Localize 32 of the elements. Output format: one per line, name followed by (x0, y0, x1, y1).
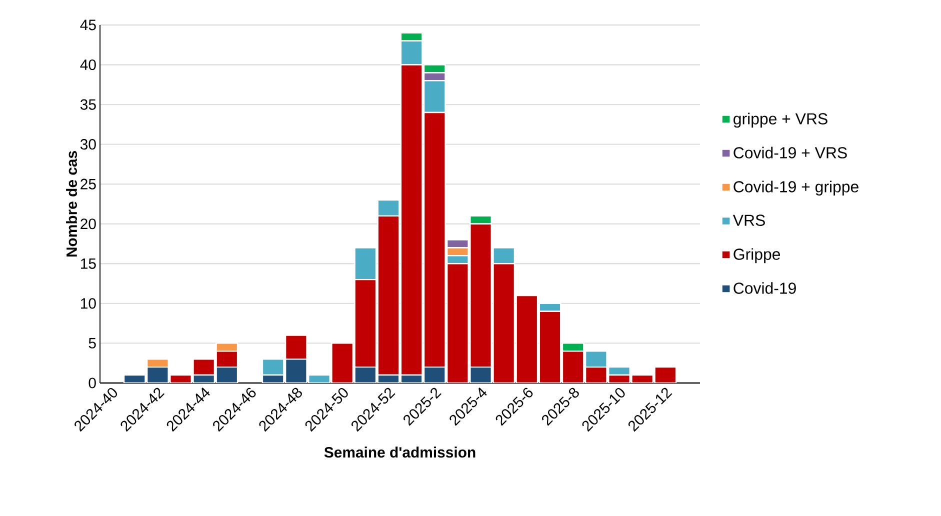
bar (562, 350, 584, 383)
y-tick-label: 45 (80, 20, 96, 30)
bar (423, 112, 446, 368)
bar (331, 342, 354, 383)
legend-label: Covid-19 (734, 282, 796, 294)
bar (284, 358, 308, 383)
y-tick-label: 5 (88, 338, 96, 348)
y-tick-label: 30 (80, 139, 96, 150)
y-tick-label: 40 (80, 59, 96, 70)
bar (377, 215, 400, 376)
y-tick-label: 35 (80, 99, 96, 110)
legend-label: Covid-19 + VRS (734, 146, 847, 158)
y-tick-label: 15 (81, 258, 96, 269)
bar (423, 80, 446, 114)
x-axis-title: Semaine d'admission (324, 446, 476, 458)
bar (400, 64, 423, 376)
y-tick-label: 20 (80, 218, 96, 230)
bar (354, 247, 377, 280)
y-axis-title: Nombre de cas (66, 151, 78, 257)
legend-label: Grippe (734, 248, 780, 264)
bar (354, 278, 377, 368)
bar (516, 294, 538, 383)
bar (446, 263, 469, 383)
bar (470, 223, 492, 368)
y-tick-label: 0 (88, 378, 96, 388)
bar (538, 310, 562, 383)
y-tick-label: 10 (81, 298, 96, 309)
legend-label: VRS (732, 214, 765, 226)
legend-label: Covid-19 + grippe (734, 180, 858, 196)
bar (492, 263, 516, 383)
legend-label: grippe + VRS (734, 112, 828, 128)
y-tick-label: 25 (80, 178, 96, 190)
